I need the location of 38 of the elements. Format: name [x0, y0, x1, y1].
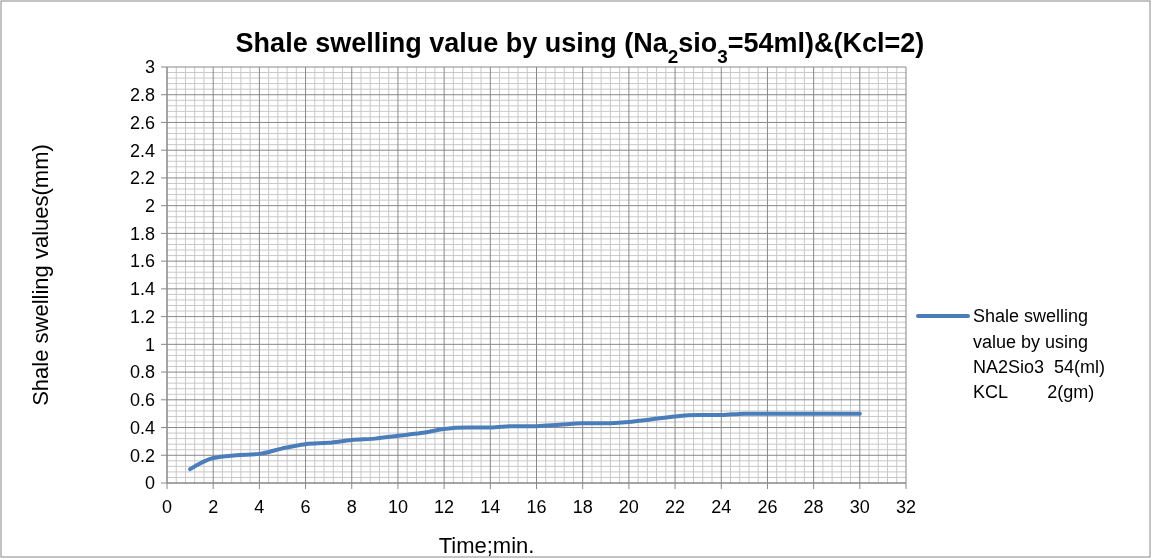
- x-axis-title: Time;min.: [438, 533, 535, 558]
- y-tick-label: 1.4: [129, 279, 155, 300]
- y-tick-label: 1.8: [129, 223, 155, 244]
- y-tick-label: 2: [144, 195, 155, 216]
- x-tick-label: 4: [254, 497, 265, 517]
- x-tick-label: 0: [161, 497, 173, 517]
- y-tick-label: 3: [144, 57, 155, 78]
- x-tick-label: 32: [895, 497, 917, 517]
- x-tick-label: 16: [526, 497, 547, 517]
- y-tick-label: 2.8: [129, 85, 155, 106]
- x-tick-label: 22: [665, 497, 686, 517]
- y-tick-label: 1: [144, 334, 155, 355]
- x-tick-label: 10: [387, 497, 408, 517]
- legend-label: Shale swelling value by using NA2Sio3 54(ml) KCL 2(gm): [973, 306, 1106, 402]
- y-tick-label: 0.8: [129, 362, 155, 383]
- y-tick-label: 0: [144, 473, 155, 494]
- y-tick-label: 2.2: [129, 168, 155, 189]
- y-tick-label: 0.4: [129, 417, 155, 438]
- x-tick-label: 28: [803, 497, 824, 517]
- y-tick-label: 1.2: [129, 306, 155, 327]
- line-series: [188, 411, 862, 472]
- y-tick-label: 2.4: [129, 140, 155, 161]
- x-tick-label: 26: [757, 497, 778, 517]
- chart-title: Shale swelling value by using (Na$_{2}$sio$_{3}$=54ml)&(Kcl=2): [235, 28, 925, 67]
- x-tick-label: 30: [849, 497, 870, 517]
- y-tick-label: 2.6: [129, 112, 155, 133]
- y-tick-label: 0.2: [129, 445, 155, 466]
- x-tick-label: 18: [572, 497, 593, 517]
- x-tick-label: 8: [346, 497, 357, 517]
- x-tick-label: 14: [480, 497, 501, 517]
- x-tick-label: 6: [300, 497, 311, 517]
- x-tick-label: 24: [711, 497, 732, 517]
- x-tick-label: 12: [434, 497, 455, 517]
- x-tick-label: 20: [618, 497, 639, 517]
- y-tick-label: 1.6: [129, 251, 155, 272]
- y-tick-label: 0.6: [129, 390, 155, 411]
- x-tick-label: 2: [208, 497, 219, 517]
- y-axis-title: Shale swelling values(mm): [28, 144, 53, 406]
